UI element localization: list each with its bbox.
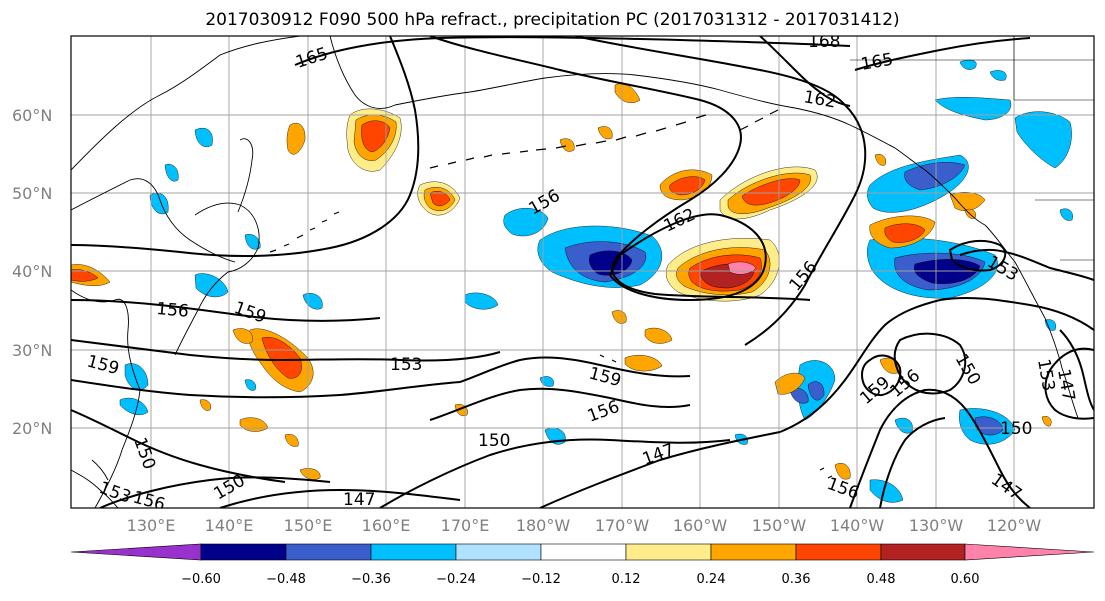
contour-label-156c: 156 [156, 299, 190, 322]
lon-label-180w: 180°W [515, 516, 571, 535]
map-frame [70, 35, 1095, 509]
colorbar-bin [370, 543, 457, 561]
contour-label-168: 168 [808, 32, 840, 52]
lat-label-30n: 30°N [12, 341, 53, 360]
contour-label-156f: 156 [131, 488, 168, 516]
contour-label-153b: 153 [390, 355, 422, 375]
colorbar-tick: 0.60 [950, 572, 980, 587]
colorbar-bin [710, 543, 797, 561]
colorbar-tick: −0.48 [266, 572, 306, 587]
lon-label-170w: 170°W [594, 516, 650, 535]
lon-label-140e: 140°E [204, 516, 254, 535]
lat-label-60n: 60°N [12, 106, 53, 125]
colorbar-tick: −0.12 [521, 572, 561, 587]
colorbar [70, 543, 1095, 561]
contour-label-150: 150 [478, 431, 510, 451]
contour-label-150d: 150 [1000, 419, 1032, 439]
lat-label-50n: 50°N [12, 184, 53, 203]
colorbar-bin [200, 543, 287, 561]
island-chain [269, 109, 833, 479]
colorbar-bin [455, 543, 542, 561]
lon-label-160e: 160°E [361, 516, 411, 535]
contour-label-147: 147 [343, 490, 375, 510]
colorbar-tick: −0.36 [351, 572, 391, 587]
lon-label-150w: 150°W [751, 516, 807, 535]
colorbar-bin [540, 543, 627, 561]
colorbar-tick: 0.24 [696, 572, 726, 587]
colorbar-tick: 0.12 [611, 572, 641, 587]
lon-label-120w: 120°W [986, 516, 1042, 535]
height-contours [71, 36, 1094, 508]
colorbar-tick: 0.36 [781, 572, 811, 587]
lat-label-20n: 20°N [12, 419, 53, 438]
lon-label-160w: 160°W [672, 516, 728, 535]
coastlines [71, 36, 1094, 508]
lon-label-130e: 130°E [126, 516, 176, 535]
figure-title: 2017030912 F090 500 hPa refract., precip… [205, 10, 900, 30]
colorbar-extend-min [70, 543, 202, 561]
colorbar-tick: −0.60 [181, 572, 221, 587]
lon-label-170e: 170°E [440, 516, 490, 535]
colorbar-bin [880, 543, 966, 561]
lon-label-150e: 150°E [283, 516, 333, 535]
colorbar-bin [625, 543, 712, 561]
lon-label-130w: 130°W [908, 516, 964, 535]
colorbar-extend-max [964, 543, 1095, 561]
lon-label-140w: 140°W [829, 516, 885, 535]
lat-label-40n: 40°N [12, 262, 53, 281]
colorbar-bin [795, 543, 882, 561]
colorbar-tick: 0.48 [866, 572, 896, 587]
colorbar-bin [285, 543, 372, 561]
colorbar-tick: −0.24 [436, 572, 476, 587]
